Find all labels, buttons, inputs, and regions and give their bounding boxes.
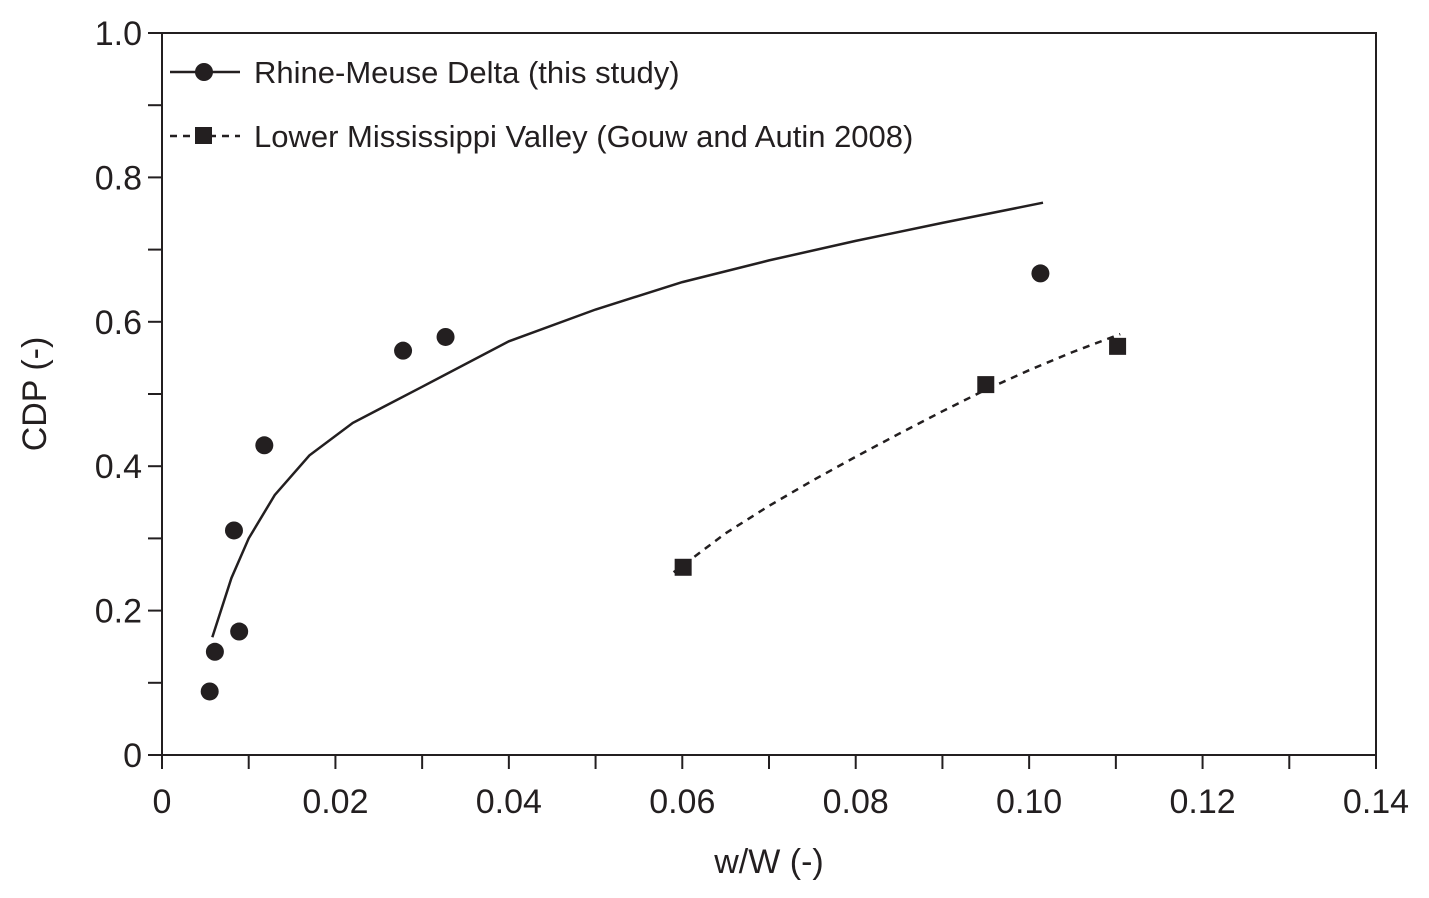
point-rhine-meuse-6 (436, 327, 455, 346)
data-markers (200, 264, 1127, 701)
point-lower-mississippi-1 (977, 376, 995, 394)
point-lower-mississippi-0 (674, 558, 692, 576)
x-axis-label: w/W (-) (713, 843, 824, 881)
x-tick-label-1: 0.02 (302, 783, 368, 821)
x-tick-label-4: 0.08 (823, 783, 889, 821)
x-tick-label-6: 0.12 (1169, 783, 1235, 821)
y-axis-label: CDP (-) (16, 337, 54, 452)
y-tick-label-4: 0.8 (95, 159, 142, 197)
point-rhine-meuse-0 (200, 682, 219, 701)
point-rhine-meuse-3 (230, 622, 249, 641)
y-tick-label-5: 1.0 (95, 15, 142, 53)
point-rhine-meuse-1 (205, 642, 224, 661)
axis-ticks: 0 0.02 0.04 0.06 0.08 0.10 0.12 0.14 0 0.2 0.4 0.6 0… (95, 15, 1409, 821)
legend-label-rhine-meuse: Rhine-Meuse Delta (this study) (254, 55, 680, 90)
trend-lines (211, 201, 1121, 638)
trend-line-rhine-meuse (211, 201, 1044, 638)
y-tick-label-0: 0 (123, 737, 142, 775)
point-rhine-meuse-5 (394, 341, 413, 360)
x-tick-label-3: 0.06 (649, 783, 715, 821)
y-tick-label-1: 0.2 (95, 593, 142, 631)
x-tick-label-5: 0.10 (996, 783, 1062, 821)
x-tick-label-2: 0.04 (476, 783, 542, 821)
trend-line-lower-mississippi (672, 332, 1121, 574)
y-tick-label-2: 0.4 (95, 448, 142, 486)
point-rhine-meuse-4 (255, 436, 274, 455)
point-rhine-meuse-2 (224, 521, 243, 540)
point-rhine-meuse-7 (1031, 264, 1050, 283)
x-tick-label-7: 0.14 (1343, 783, 1409, 821)
point-lower-mississippi-2 (1109, 337, 1127, 355)
legend-label-lower-mississippi: Lower Mississippi Valley (Gouw and Autin… (254, 119, 913, 154)
x-tick-label-0: 0 (153, 783, 172, 821)
legend: Rhine-Meuse Delta (this study) Lower Mis… (170, 55, 913, 154)
y-tick-label-3: 0.6 (95, 304, 142, 342)
legend-marker-rhine-meuse (195, 63, 213, 81)
legend-marker-lower-mississippi (195, 127, 212, 144)
